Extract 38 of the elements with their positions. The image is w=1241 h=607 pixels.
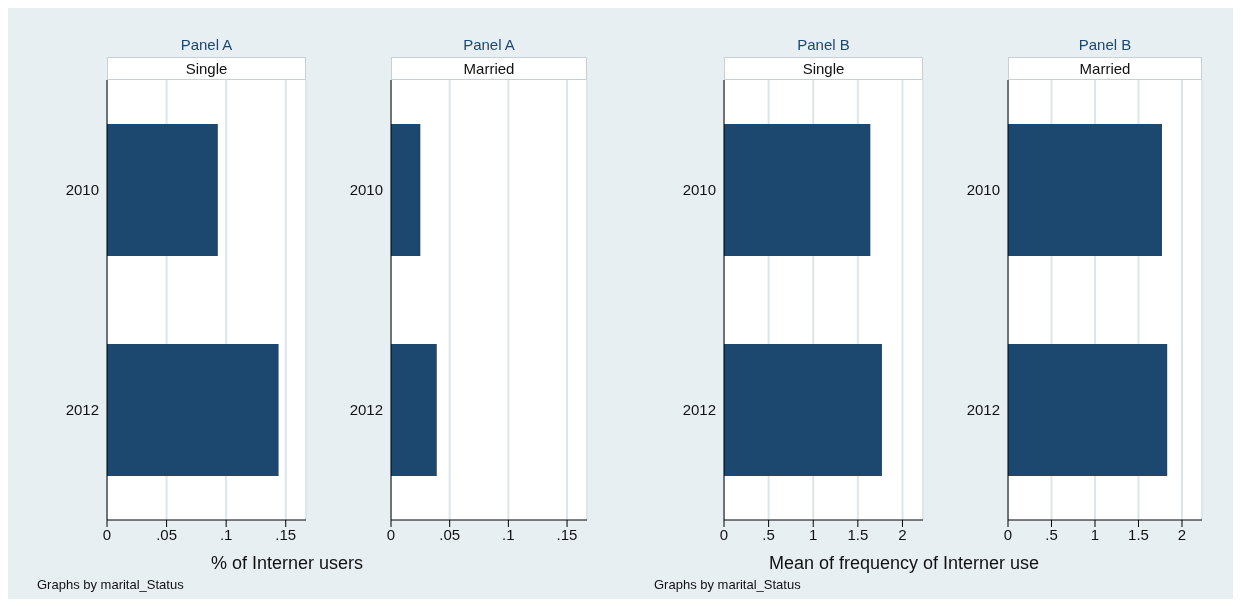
x-tick-label: .5 xyxy=(1045,525,1058,543)
y-tick-label: 2012 xyxy=(349,401,383,419)
chart-subtitle: Single xyxy=(724,57,923,80)
x-tick-label: 2 xyxy=(898,525,907,543)
chart-title: Panel B xyxy=(1077,36,1133,53)
y-tick-label: 2010 xyxy=(966,181,1000,199)
x-tick-label: 0 xyxy=(386,525,396,543)
chart-subtitle: Married xyxy=(1008,57,1202,80)
x-tick-label: .05 xyxy=(439,525,461,543)
chart-title: Panel B xyxy=(796,36,851,53)
x-tick-label: 0 xyxy=(102,525,112,543)
y-tick-label: 2010 xyxy=(349,181,383,199)
x-tick-label: .1 xyxy=(502,525,515,543)
y-tick-label: 2012 xyxy=(966,401,1000,419)
x-tick-label: .15 xyxy=(275,525,297,543)
x-tick-label: 2 xyxy=(1177,525,1187,543)
chart-title: Panel A xyxy=(462,36,516,53)
x-axis-title: Mean of frequency of Interner use xyxy=(767,553,1041,574)
text: Graphs by marital_Status xyxy=(37,577,184,592)
x-tick-label: 1 xyxy=(1090,525,1100,543)
y-tick-label: 2012 xyxy=(65,401,99,419)
x-tick-label: 1.5 xyxy=(847,525,869,543)
chart-subtitle: Single xyxy=(107,57,306,80)
chart-subtitle: Married xyxy=(391,57,587,80)
x-tick-label: 0 xyxy=(719,525,729,543)
x-tick-label: 1 xyxy=(809,525,818,543)
x-tick-label: .15 xyxy=(556,525,578,543)
y-tick-label: 2012 xyxy=(682,401,716,419)
x-tick-label: .1 xyxy=(219,525,233,543)
y-tick-label: 2010 xyxy=(682,181,716,199)
x-tick-label: 1.5 xyxy=(1128,525,1149,543)
y-tick-label: 2010 xyxy=(65,181,99,199)
x-tick-label: .05 xyxy=(156,525,178,543)
x-tick-label: .5 xyxy=(762,525,775,543)
chart-title: Panel A xyxy=(179,36,234,53)
text: Graphs by marital_Status xyxy=(654,577,801,592)
x-axis-title: % of Interner users xyxy=(209,553,365,574)
x-tick-label: 0 xyxy=(1003,525,1013,543)
